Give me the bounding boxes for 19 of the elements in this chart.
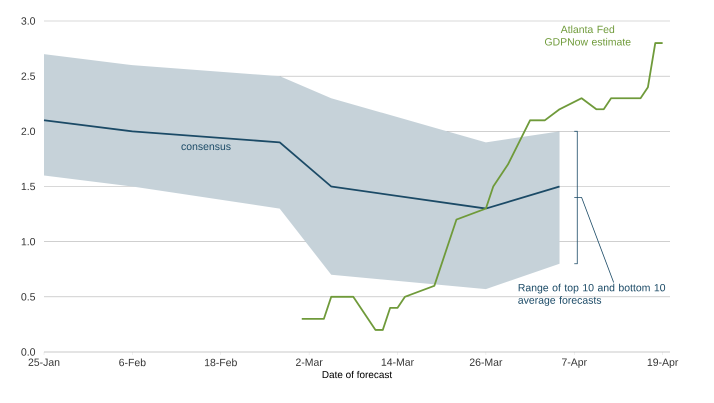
x-tick-label: 6-Feb: [119, 358, 146, 366]
x-tick-label: 26-Mar: [470, 358, 502, 366]
x-tick-label: 7-Apr: [562, 358, 587, 368]
series-label: consensus: [181, 144, 231, 150]
x-tick-label: 19-Apr: [648, 358, 678, 368]
x-tick-label: 2-Mar: [296, 358, 323, 366]
y-tick-label: 0.5: [21, 293, 36, 301]
y-tick-label: 2.5: [21, 72, 36, 80]
y-tick-label: 1.0: [22, 238, 36, 246]
text: Atlanta Fed GDPNow estimate: [544, 25, 631, 46]
y-tick-label: 2.0: [21, 128, 36, 136]
y-tick-label: 3.0: [21, 17, 36, 25]
x-tick-label: 25-Jan: [28, 358, 60, 366]
y-tick-label: 1.5: [22, 182, 36, 190]
annotation: Range of top 10 and bottom 10 average forecasts: [518, 284, 666, 306]
y-tick-label: 0.0: [21, 348, 36, 356]
x-tick-label: 14-Mar: [382, 358, 414, 366]
x-tick-label: 18-Feb: [204, 358, 237, 366]
x-axis-title: Date of forecast: [322, 370, 392, 378]
